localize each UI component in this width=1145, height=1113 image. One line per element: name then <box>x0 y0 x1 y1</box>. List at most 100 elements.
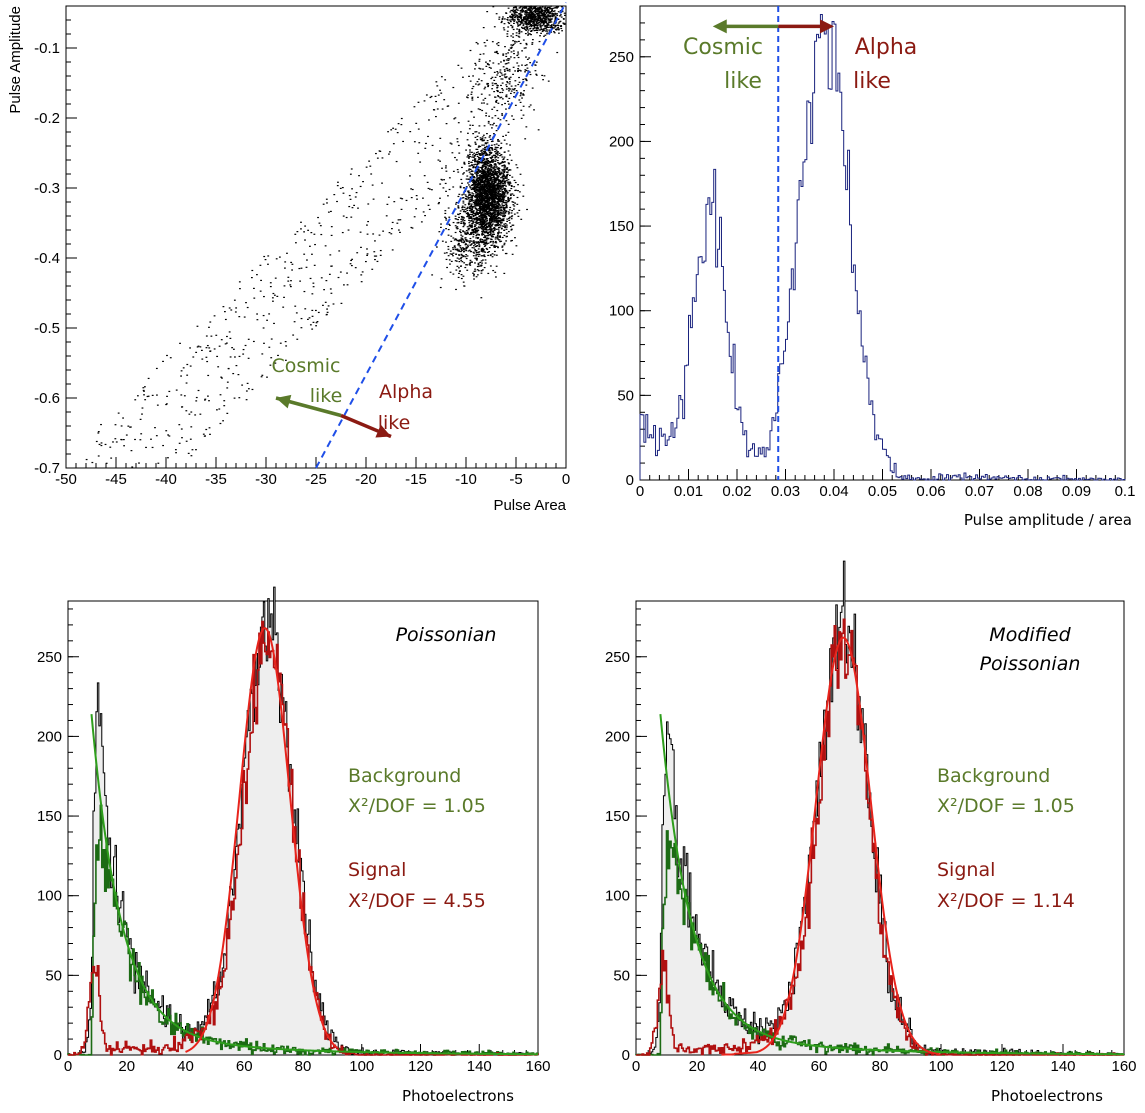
scatter-point <box>166 354 168 357</box>
scatter-point <box>540 14 543 17</box>
scatter-point <box>485 218 487 220</box>
scatter-point <box>519 93 522 95</box>
scatter-point <box>520 16 522 19</box>
scatter-point <box>484 97 487 99</box>
scatter-point <box>534 7 537 9</box>
scatter-point <box>274 362 277 364</box>
x-tick-label: 0.03 <box>771 483 800 500</box>
scatter-point <box>482 259 484 261</box>
scatter-point <box>518 20 521 23</box>
scatter-point <box>507 179 510 181</box>
scatter-point <box>487 229 490 231</box>
scatter-point <box>484 45 487 47</box>
scatter-point <box>554 24 557 27</box>
scatter-point <box>129 426 132 428</box>
scatter-point <box>471 97 474 99</box>
scatter-point <box>494 164 497 166</box>
scatter-point <box>479 139 482 141</box>
scatter-point <box>497 157 500 159</box>
scatter-point <box>519 20 522 23</box>
scatter-point <box>538 21 540 24</box>
x-tick-label: -40 <box>155 471 177 488</box>
scatter-point <box>213 348 216 350</box>
scatter-point <box>469 80 472 82</box>
scatter-point <box>469 251 472 253</box>
scatter-point <box>498 195 501 197</box>
scatter-point <box>439 286 442 289</box>
scatter-point <box>489 176 492 178</box>
scatter-point <box>535 28 538 30</box>
scatter-point <box>501 91 504 94</box>
scatter-point <box>488 197 491 199</box>
scatter-point <box>488 250 491 253</box>
scatter-point <box>262 327 265 329</box>
scatter-point <box>480 200 482 202</box>
scatter-point <box>471 206 474 208</box>
scatter-point <box>555 6 558 8</box>
scatter-point <box>469 168 472 171</box>
scatter-point <box>505 191 507 193</box>
scatter-point <box>544 25 547 28</box>
x-tick-label: 120 <box>408 1058 433 1075</box>
scatter-point <box>479 210 482 212</box>
scatter-point <box>491 184 494 186</box>
scatter-point <box>503 175 505 177</box>
scatter-point <box>480 154 483 156</box>
scatter-point <box>493 174 496 176</box>
scatter-point <box>476 148 479 151</box>
scatter-point <box>554 16 557 18</box>
scatter-point <box>350 168 353 170</box>
scatter-point <box>496 109 499 112</box>
scatter-point <box>457 144 460 147</box>
scatter-point <box>534 20 536 22</box>
scatter-point <box>464 256 467 258</box>
scatter-point <box>304 225 307 227</box>
scatter-point <box>488 209 491 211</box>
scatter-point <box>477 163 480 165</box>
scatter-point <box>503 196 506 198</box>
scatter-point <box>525 84 528 86</box>
scatter-point <box>496 185 499 188</box>
scatter-point <box>540 12 543 14</box>
scatter-point <box>531 8 534 10</box>
scatter-point <box>286 252 288 254</box>
scatter-point <box>496 205 499 207</box>
y-tick-label: 50 <box>617 387 634 404</box>
scatter-point <box>400 124 403 126</box>
scatter-point <box>283 285 286 287</box>
scatter-point <box>413 216 416 218</box>
scatter-point <box>474 228 477 230</box>
scatter-point <box>545 9 547 11</box>
scatter-point <box>510 218 513 220</box>
scatter-point <box>526 208 528 211</box>
scatter-point <box>378 234 381 236</box>
scatter-point <box>470 161 473 164</box>
scatter-point <box>513 88 516 90</box>
scatter-point <box>529 9 532 12</box>
scatter-point <box>502 195 505 197</box>
scatter-point <box>429 96 432 99</box>
scatter-point <box>168 435 171 437</box>
scatter-point <box>487 181 490 183</box>
scatter-point <box>523 90 525 92</box>
scatter-point <box>525 79 528 81</box>
scatter-point <box>491 82 494 84</box>
scatter-point <box>468 242 471 244</box>
scatter-point <box>511 44 514 47</box>
scatter-point <box>464 243 467 245</box>
scatter-point <box>474 207 477 209</box>
scatter-point <box>481 165 484 167</box>
scatter-point <box>475 235 478 237</box>
scatter-point <box>140 433 143 435</box>
scatter-point <box>494 224 497 227</box>
scatter-point <box>490 173 493 175</box>
scatter-point <box>443 252 446 254</box>
scatter-point <box>499 218 502 220</box>
scatter-point <box>464 222 466 224</box>
scatter-point <box>473 188 475 191</box>
scatter-point <box>482 172 485 174</box>
scatter-point <box>536 13 539 15</box>
scatter-point <box>514 19 516 21</box>
scatter-point <box>479 220 482 222</box>
scatter-point <box>503 202 506 204</box>
